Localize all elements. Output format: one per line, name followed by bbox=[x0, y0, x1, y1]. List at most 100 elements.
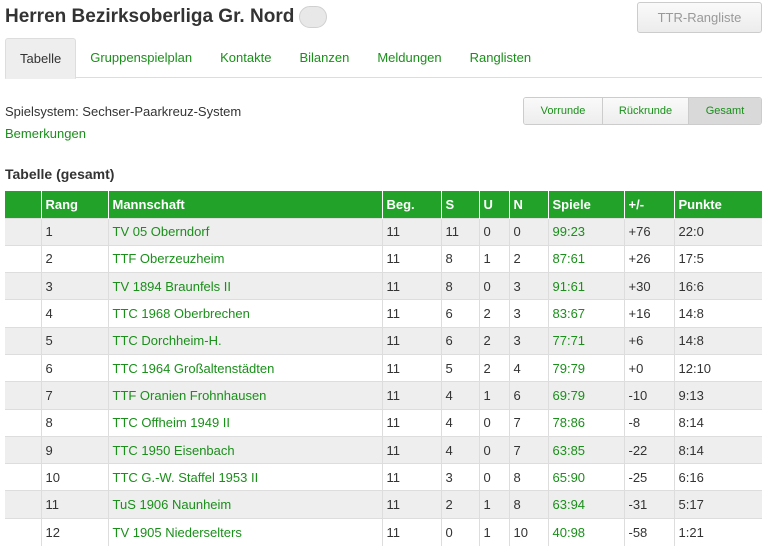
tab-kontakte[interactable]: Kontakte bbox=[220, 50, 272, 65]
punkte-cell: 8:14 bbox=[674, 435, 762, 464]
rang-cell: 10 bbox=[41, 463, 109, 491]
siege-cell: 3 bbox=[441, 463, 480, 491]
mannschaft-link[interactable]: TTC Offheim 1949 II bbox=[108, 408, 383, 437]
spiele-link[interactable]: 63:94 bbox=[548, 490, 625, 519]
status-cell bbox=[5, 381, 42, 410]
spiele-link[interactable]: 63:85 bbox=[548, 435, 625, 464]
tab-ranglisten[interactable]: Ranglisten bbox=[469, 50, 532, 65]
rang-cell: 5 bbox=[41, 326, 109, 355]
rang-cell: 6 bbox=[41, 353, 109, 382]
differenz-cell: -58 bbox=[624, 517, 675, 546]
mannschaft-link[interactable]: TTF Oberzeuzheim bbox=[108, 244, 383, 273]
begegnungen-cell: 11 bbox=[382, 299, 442, 328]
differenz-cell: -8 bbox=[624, 408, 675, 437]
tab-bilanzen[interactable]: Bilanzen bbox=[299, 50, 350, 65]
spiele-link[interactable]: 65:90 bbox=[548, 463, 625, 491]
mannschaft-link[interactable]: TV 1905 Niederselters bbox=[108, 517, 383, 546]
rang-cell: 8 bbox=[41, 408, 109, 437]
bemerkungen-link[interactable]: Bemerkungen bbox=[5, 126, 86, 141]
punkte-cell: 14:8 bbox=[674, 299, 762, 328]
siege-cell: 6 bbox=[441, 326, 480, 355]
rang-cell: 11 bbox=[41, 490, 109, 519]
mannschaft-link[interactable]: TTC Dorchheim-H. bbox=[108, 326, 383, 355]
begegnungen-cell: 11 bbox=[382, 490, 442, 519]
rang-cell: 4 bbox=[41, 299, 109, 328]
siege-cell: 11 bbox=[441, 217, 480, 246]
table-row: 7 TTF Oranien Frohnhausen 11 4 1 6 69:79 -10 9:1… bbox=[5, 381, 762, 410]
ttr-rangliste-button[interactable]: TTR-Rangliste bbox=[637, 2, 762, 33]
unentschieden-cell: 0 bbox=[479, 435, 510, 464]
spiele-link[interactable]: 87:61 bbox=[548, 244, 625, 273]
rueckrunde-button[interactable]: Rückrunde bbox=[603, 98, 689, 124]
rang-cell: 7 bbox=[41, 381, 109, 410]
spielsystem-label: Spielsystem: Sechser-Paarkreuz-System bbox=[5, 104, 242, 119]
table-row: 2 TTF Oberzeuzheim 11 8 1 2 87:61 +26 17:5 bbox=[5, 244, 762, 273]
vorrunde-button[interactable]: Vorrunde bbox=[524, 98, 603, 124]
spiele-link[interactable]: 99:23 bbox=[548, 217, 625, 246]
mannschaft-link[interactable]: TV 05 Oberndorf bbox=[108, 217, 383, 246]
mannschaft-link[interactable]: TTC G.-W. Staffel 1953 II bbox=[108, 463, 383, 491]
spiele-link[interactable]: 78:86 bbox=[548, 408, 625, 437]
status-cell bbox=[5, 326, 42, 355]
differenz-cell: -25 bbox=[624, 463, 675, 491]
page-title: Herren Bezirksoberliga Gr. Nord bbox=[5, 6, 328, 28]
spiele-link[interactable]: 83:67 bbox=[548, 299, 625, 328]
punkte-cell: 9:13 bbox=[674, 381, 762, 410]
unentschieden-cell: 1 bbox=[479, 381, 510, 410]
niederlagen-cell: 2 bbox=[509, 244, 549, 273]
niederlagen-cell: 3 bbox=[509, 272, 549, 300]
status-column-header bbox=[5, 191, 42, 218]
tab-gruppenspielplan[interactable]: Gruppenspielplan bbox=[90, 50, 193, 65]
punkte-cell: 5:17 bbox=[674, 490, 762, 519]
begegnungen-cell: 11 bbox=[382, 353, 442, 382]
begegnungen-cell: 11 bbox=[382, 244, 442, 273]
page-title-text: Herren Bezirksoberliga Gr. Nord bbox=[5, 6, 295, 27]
table-row: 9 TTC 1950 Eisenbach 11 4 0 7 63:85 -22 8:14 bbox=[5, 435, 762, 464]
favorite-toggle[interactable] bbox=[299, 6, 328, 28]
siege-cell: 4 bbox=[441, 435, 480, 464]
niederlagen-cell: 3 bbox=[509, 326, 549, 355]
siege-column-header: S bbox=[441, 191, 480, 218]
table-header-row: Rang Mannschaft Beg. S U N Spiele +/- Punkte bbox=[5, 191, 762, 218]
rang-cell: 12 bbox=[41, 517, 109, 546]
gesamt-button[interactable]: Gesamt bbox=[689, 98, 761, 124]
table-row: 5 TTC Dorchheim-H. 11 6 2 3 77:71 +6 14:8 bbox=[5, 326, 762, 355]
status-cell bbox=[5, 244, 42, 273]
status-cell bbox=[5, 463, 42, 491]
table-row: 4 TTC 1968 Oberbrechen 11 6 2 3 83:67 +16 14:8 bbox=[5, 299, 762, 328]
spiele-link[interactable]: 77:71 bbox=[548, 326, 625, 355]
mannschaft-link[interactable]: TTC 1968 Oberbrechen bbox=[108, 299, 383, 328]
table-row: 1 TV 05 Oberndorf 11 11 0 0 99:23 +76 22:0 bbox=[5, 217, 762, 246]
mannschaft-link[interactable]: TTF Oranien Frohnhausen bbox=[108, 381, 383, 410]
differenz-cell: +0 bbox=[624, 353, 675, 382]
siege-cell: 4 bbox=[441, 408, 480, 437]
unentschieden-cell: 0 bbox=[479, 408, 510, 437]
spiele-link[interactable]: 79:79 bbox=[548, 353, 625, 382]
niederlagen-cell: 0 bbox=[509, 217, 549, 246]
siege-cell: 5 bbox=[441, 353, 480, 382]
niederlagen-column-header: N bbox=[509, 191, 549, 218]
siege-cell: 0 bbox=[441, 517, 480, 546]
unentschieden-cell: 0 bbox=[479, 463, 510, 491]
mannschaft-link[interactable]: TTC 1950 Eisenbach bbox=[108, 435, 383, 464]
niederlagen-cell: 10 bbox=[509, 517, 549, 546]
tab-tabelle[interactable]: Tabelle bbox=[5, 38, 77, 79]
spiele-link[interactable]: 91:61 bbox=[548, 272, 625, 300]
mannschaft-link[interactable]: TuS 1906 Naunheim bbox=[108, 490, 383, 519]
punkte-cell: 6:16 bbox=[674, 463, 762, 491]
rang-cell: 2 bbox=[41, 244, 109, 273]
tab-meldungen[interactable]: Meldungen bbox=[377, 50, 442, 65]
niederlagen-cell: 7 bbox=[509, 408, 549, 437]
punkte-cell: 1:21 bbox=[674, 517, 762, 546]
begegnungen-cell: 11 bbox=[382, 272, 442, 300]
unentschieden-cell: 2 bbox=[479, 353, 510, 382]
begegnungen-column-header: Beg. bbox=[382, 191, 442, 218]
unentschieden-cell: 2 bbox=[479, 326, 510, 355]
spiele-link[interactable]: 69:79 bbox=[548, 381, 625, 410]
status-cell bbox=[5, 299, 42, 328]
mannschaft-link[interactable]: TV 1894 Braunfels II bbox=[108, 272, 383, 300]
differenz-cell: -22 bbox=[624, 435, 675, 464]
begegnungen-cell: 11 bbox=[382, 326, 442, 355]
mannschaft-link[interactable]: TTC 1964 Großaltenstädten bbox=[108, 353, 383, 382]
spiele-link[interactable]: 40:98 bbox=[548, 517, 625, 546]
